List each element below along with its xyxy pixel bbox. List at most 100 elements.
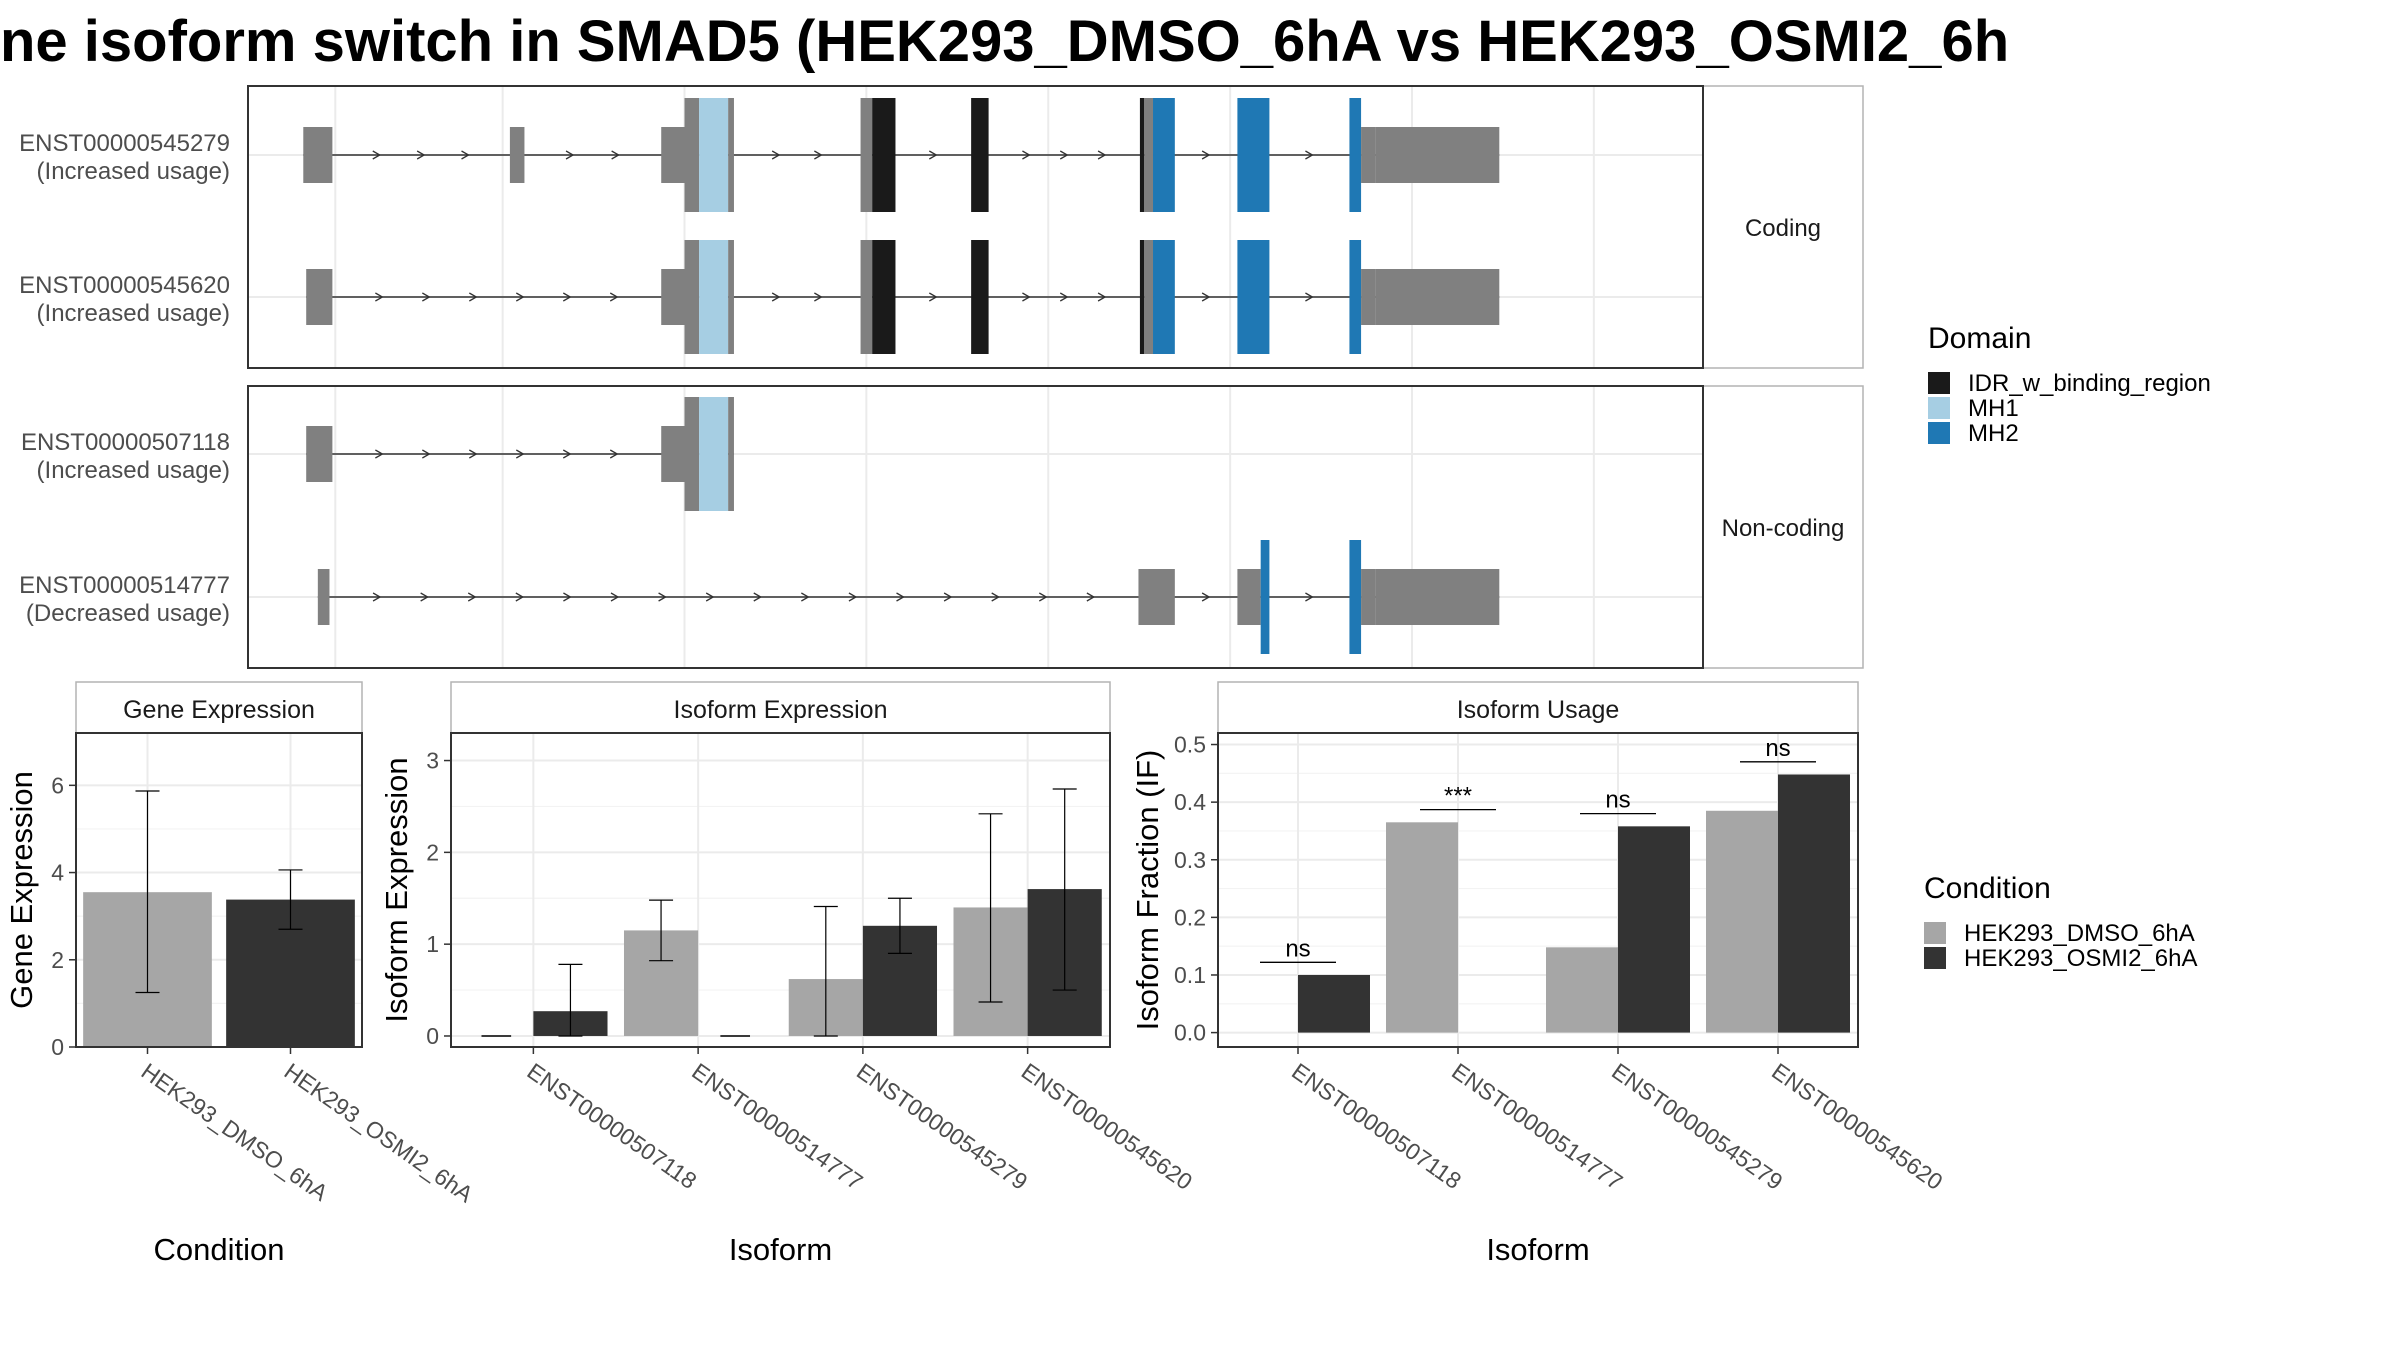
intron-arrow bbox=[375, 292, 384, 302]
bar bbox=[1618, 826, 1690, 1033]
intron-arrow bbox=[705, 592, 715, 602]
panel-strip bbox=[1217, 681, 1859, 734]
exon-block bbox=[1375, 127, 1500, 183]
x-axis-title: Isoform bbox=[729, 1232, 832, 1267]
intron-arrow bbox=[1059, 292, 1069, 302]
domain-block bbox=[1260, 540, 1270, 654]
x-tick-label: ENST00000545279 bbox=[852, 1058, 1032, 1195]
y-tick-label: 4 bbox=[51, 860, 64, 886]
exon-block bbox=[684, 98, 700, 212]
exon-block bbox=[303, 127, 333, 183]
exon-block bbox=[1375, 269, 1500, 325]
intron-arrow bbox=[814, 292, 823, 302]
x-tick-label: ENST00000514777 bbox=[687, 1058, 867, 1195]
exon-block bbox=[306, 426, 333, 482]
intron-arrow bbox=[1201, 292, 1211, 302]
y-tick-label: 6 bbox=[51, 772, 64, 798]
bar bbox=[1298, 974, 1370, 1033]
facet-strip bbox=[1702, 85, 1864, 369]
plot-border bbox=[450, 732, 1111, 1048]
panel-title: Gene Expression bbox=[123, 696, 315, 724]
intron-arrow bbox=[928, 150, 938, 160]
bar bbox=[1778, 774, 1850, 1033]
intron-arrow bbox=[658, 592, 667, 602]
facet-label: Non-coding bbox=[1722, 515, 1845, 542]
plot-border bbox=[75, 732, 363, 1048]
domain-block bbox=[971, 240, 989, 354]
facet-strip bbox=[1702, 385, 1864, 669]
signif-label: ns bbox=[1605, 787, 1630, 814]
exon-block bbox=[1375, 569, 1500, 625]
intron-arrow bbox=[801, 592, 810, 602]
exon-block bbox=[728, 98, 734, 212]
panel-title: Isoform Usage bbox=[1457, 696, 1620, 724]
intron-arrow bbox=[1201, 150, 1211, 160]
intron-arrow bbox=[753, 592, 763, 602]
structure-panel-border bbox=[247, 385, 1704, 669]
structure-panel-bg bbox=[248, 386, 1703, 668]
legend-condition-key bbox=[1924, 947, 1946, 969]
intron-arrow bbox=[416, 150, 426, 160]
intron-arrow bbox=[1305, 292, 1314, 302]
domain-block bbox=[1237, 240, 1270, 354]
legend-domain-key bbox=[1928, 397, 1950, 419]
transcript-usage-label: (Increased usage) bbox=[37, 457, 230, 484]
x-tick-label: ENST00000514777 bbox=[1447, 1058, 1627, 1195]
y-tick-label: 0.2 bbox=[1174, 904, 1206, 930]
y-tick-label: 0.5 bbox=[1174, 732, 1206, 758]
y-tick-label: 0.3 bbox=[1174, 847, 1206, 873]
intron-arrow bbox=[928, 292, 938, 302]
domain-block bbox=[1139, 240, 1145, 354]
domain-block bbox=[1349, 98, 1362, 212]
bar bbox=[1546, 947, 1618, 1033]
intron-arrow bbox=[467, 592, 477, 602]
intron-arrow bbox=[515, 592, 525, 602]
intron-arrow bbox=[562, 292, 572, 302]
structure-panel-border bbox=[247, 85, 1704, 369]
exon-block bbox=[1144, 98, 1154, 212]
intron-arrow bbox=[1022, 292, 1031, 302]
transcript-usage-label: (Increased usage) bbox=[37, 300, 230, 327]
exon-block bbox=[860, 98, 873, 212]
intron-arrow bbox=[372, 592, 382, 602]
x-axis-title: Condition bbox=[154, 1232, 285, 1267]
domain-block bbox=[872, 240, 896, 354]
exon-block bbox=[1361, 569, 1376, 625]
intron-arrow bbox=[461, 150, 470, 160]
transcript-id-label: ENST00000545620 bbox=[19, 272, 230, 299]
exon-block bbox=[1144, 240, 1154, 354]
y-tick-label: 0 bbox=[51, 1034, 64, 1060]
exon-block bbox=[728, 397, 734, 511]
y-tick-label: 0.1 bbox=[1174, 962, 1206, 988]
intron-arrow bbox=[814, 150, 823, 160]
panel-strip bbox=[450, 681, 1111, 734]
intron-arrow bbox=[991, 592, 1001, 602]
exon-block bbox=[317, 569, 330, 625]
intron-arrow bbox=[610, 592, 620, 602]
transcript-id-label: ENST00000514777 bbox=[19, 572, 230, 599]
domain-block bbox=[1349, 540, 1362, 654]
intron-arrow bbox=[422, 449, 431, 459]
intron-arrow bbox=[562, 449, 572, 459]
x-axis-title: Isoform bbox=[1486, 1232, 1589, 1267]
exon-block bbox=[728, 240, 734, 354]
intron-arrow bbox=[375, 449, 384, 459]
intron-arrow bbox=[565, 150, 575, 160]
exon-block bbox=[661, 127, 685, 183]
legend-domain-title: Domain bbox=[1928, 322, 2031, 355]
x-tick-label: ENST00000507118 bbox=[1287, 1058, 1466, 1194]
legend-domain-label: IDR_w_binding_region bbox=[1968, 370, 2211, 397]
intron-arrow bbox=[1038, 592, 1048, 602]
y-tick-label: 1 bbox=[426, 931, 439, 957]
intron-arrow bbox=[1086, 592, 1096, 602]
intron-arrow bbox=[848, 592, 858, 602]
domain-block bbox=[699, 240, 729, 354]
plot-border bbox=[1217, 732, 1859, 1048]
exon-block bbox=[1361, 269, 1376, 325]
domain-block bbox=[699, 98, 729, 212]
intron-arrow bbox=[422, 292, 431, 302]
page-title: ne isoform switch in SMAD5 (HEK293_DMSO_… bbox=[0, 9, 2010, 74]
transcript-id-label: ENST00000507118 bbox=[21, 429, 230, 456]
panel-strip bbox=[75, 681, 363, 734]
